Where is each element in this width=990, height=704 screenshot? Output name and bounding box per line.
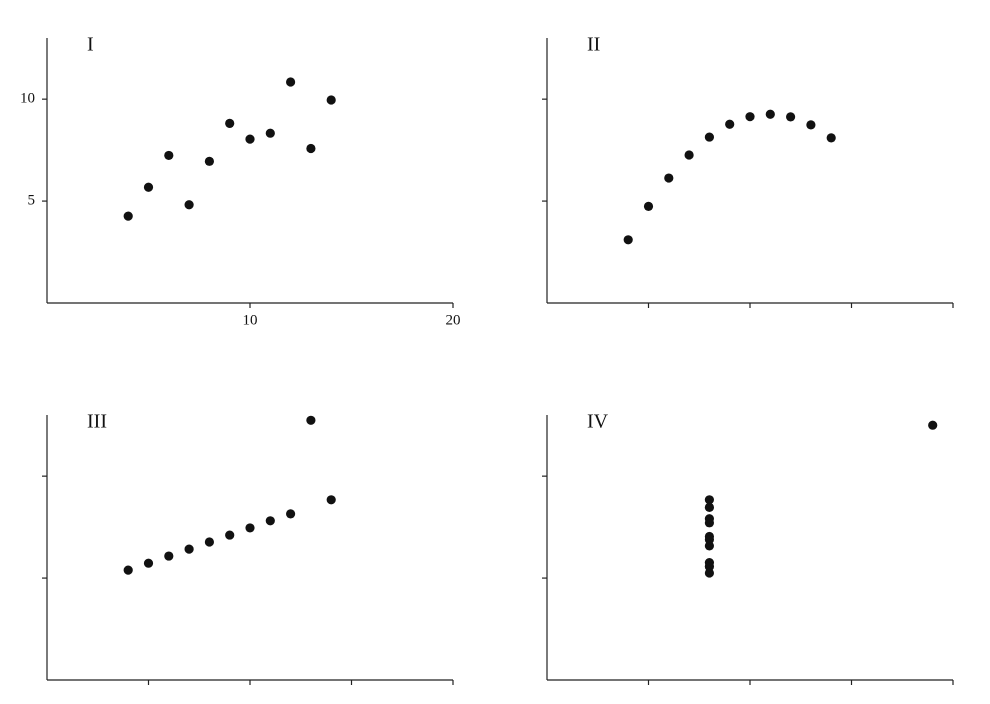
point <box>704 568 715 578</box>
point <box>765 109 775 119</box>
point <box>225 530 235 540</box>
panel-title: I <box>87 34 94 56</box>
point <box>786 112 796 122</box>
point <box>225 118 235 129</box>
point <box>684 150 694 160</box>
point <box>306 143 316 154</box>
point <box>204 156 214 166</box>
point <box>326 495 336 505</box>
point <box>806 120 816 130</box>
panel-title: IV <box>587 411 609 433</box>
point <box>326 95 336 105</box>
point <box>245 523 255 533</box>
point <box>265 128 275 138</box>
point <box>725 119 735 129</box>
point <box>704 541 715 551</box>
y-tick-label: 5 <box>28 193 36 209</box>
point <box>184 200 194 210</box>
point <box>123 565 133 575</box>
point <box>286 77 296 87</box>
y-tick-label: 10 <box>20 91 35 107</box>
point <box>928 420 938 430</box>
panel-title: III <box>87 411 107 433</box>
point <box>704 502 715 512</box>
point <box>184 544 194 554</box>
x-tick-label: 10 <box>243 312 258 328</box>
point <box>745 112 755 122</box>
point <box>704 514 715 524</box>
point <box>143 182 154 192</box>
point <box>704 562 715 572</box>
point <box>826 133 836 143</box>
point <box>704 534 715 545</box>
point <box>704 132 715 142</box>
point <box>245 134 255 144</box>
point <box>123 211 133 221</box>
panel-title: II <box>587 34 600 56</box>
point <box>623 235 633 245</box>
point <box>286 509 296 519</box>
point <box>164 150 174 161</box>
point <box>143 558 154 568</box>
point <box>643 201 654 211</box>
point <box>164 551 174 561</box>
x-tick-label: 20 <box>446 312 461 328</box>
point <box>265 516 275 526</box>
point <box>664 173 674 183</box>
point <box>704 495 715 505</box>
point <box>204 537 214 547</box>
point <box>306 415 316 425</box>
